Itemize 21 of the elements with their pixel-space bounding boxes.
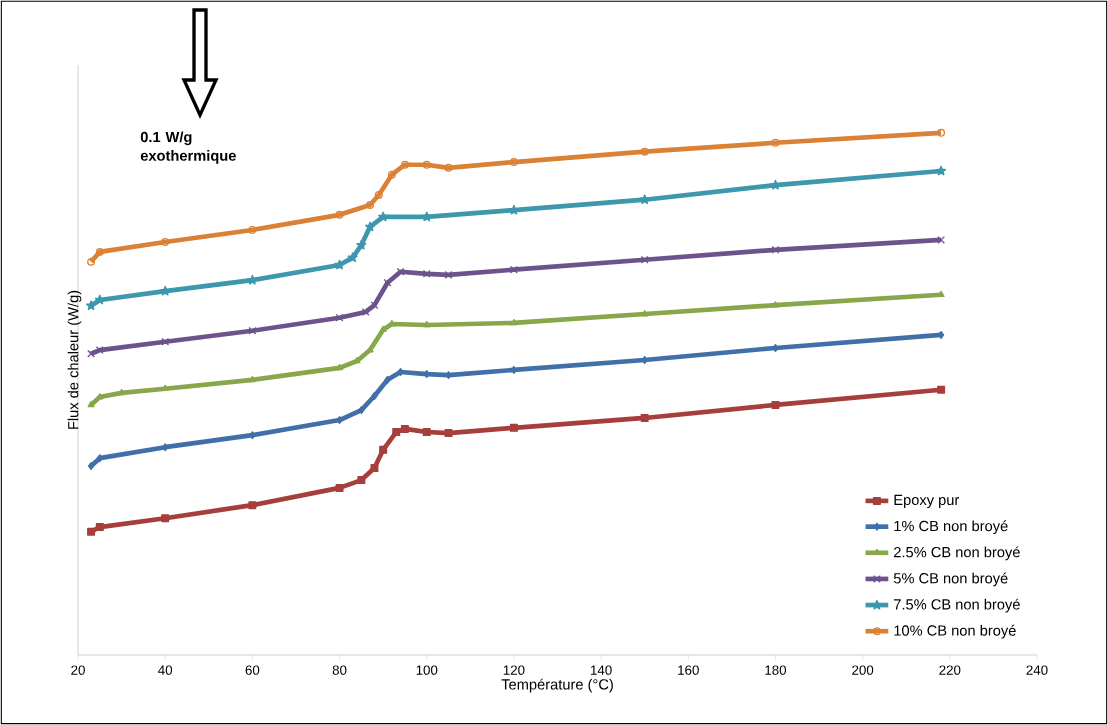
x-tick-label: 180	[765, 665, 787, 675]
x-tick-label: 160	[678, 665, 699, 675]
x-tick-label: 40	[158, 665, 173, 675]
annotation: 0.1 W/g exothermique	[140, 131, 236, 164]
x-tick-label: 120	[503, 665, 525, 675]
x-tick-label: 100	[416, 665, 438, 675]
x-tick-label: 220	[939, 665, 961, 675]
x-tick-label: 200	[852, 665, 874, 675]
x-tick-label: 60	[245, 665, 260, 675]
x-tick-label: 80	[332, 665, 347, 675]
legend-label: 7.5% CB non broyé	[894, 598, 1020, 613]
legend-label: 1% CB non broyé	[894, 520, 1008, 535]
x-tick-label: 20	[71, 665, 85, 675]
legend-label: Epoxy pur	[894, 494, 960, 508]
x-tick-label: 240	[1026, 665, 1048, 675]
legend-label: 10% CB non broyé	[894, 624, 1016, 639]
x-axis-title: Température (°C)	[501, 678, 613, 693]
x-tick-label: 140	[590, 665, 612, 675]
y-axis-title: Flux de chaleur (W/g)	[67, 290, 82, 429]
legend-label: 5% CB non broyé	[893, 572, 1008, 587]
legend-label: 2.5% CB non broyé	[894, 546, 1020, 561]
